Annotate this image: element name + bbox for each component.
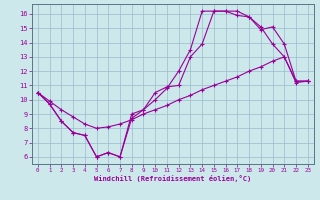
X-axis label: Windchill (Refroidissement éolien,°C): Windchill (Refroidissement éolien,°C) (94, 175, 252, 182)
